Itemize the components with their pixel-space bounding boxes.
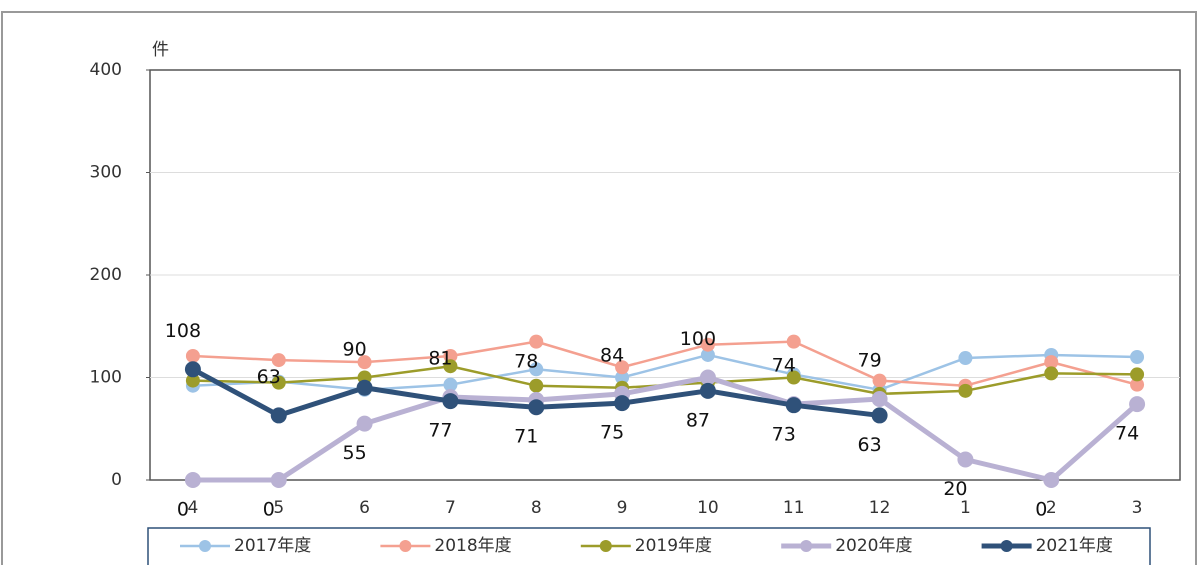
legend-marker <box>800 540 813 552</box>
data-label: 81 <box>428 347 452 369</box>
series-point <box>1130 350 1145 364</box>
y-tick-label: 100 <box>90 368 122 388</box>
series-point <box>699 382 716 399</box>
legend-marker <box>1000 540 1013 552</box>
series-point <box>1129 396 1146 413</box>
data-label: 0 <box>1035 499 1047 521</box>
x-tick-label: 8 <box>531 498 542 518</box>
y-tick-label: 400 <box>90 60 122 80</box>
x-tick-label: 9 <box>617 498 628 518</box>
series-point <box>871 391 888 408</box>
series-line <box>192 340 1138 387</box>
data-label: 63 <box>857 434 881 456</box>
series-point <box>442 393 459 410</box>
y-tick-label: 300 <box>90 163 122 183</box>
data-label: 74 <box>772 355 796 377</box>
series-point <box>529 378 544 393</box>
x-tick-label: 4 <box>188 498 199 518</box>
series-point <box>615 360 630 375</box>
legend-label: 2019年度 <box>635 536 712 556</box>
x-tick-label: 3 <box>1132 498 1143 518</box>
series-point <box>270 407 287 424</box>
x-tick-label: 6 <box>359 498 370 518</box>
x-tick-label: 7 <box>445 498 456 518</box>
series-point <box>443 359 458 374</box>
y-tick-label: 0 <box>111 470 122 490</box>
data-label: 79 <box>857 350 881 372</box>
data-label: 71 <box>514 426 538 448</box>
series-point <box>785 397 802 414</box>
series-point <box>443 377 458 392</box>
data-label: 77 <box>428 420 452 442</box>
legend-marker <box>399 540 412 552</box>
series-point <box>1043 472 1060 488</box>
series-point <box>614 395 631 412</box>
data-label: 84 <box>600 344 624 366</box>
series-point <box>700 337 715 352</box>
data-label: 20 <box>943 478 967 500</box>
series-point <box>529 334 544 349</box>
series-point <box>356 379 373 396</box>
series-point <box>184 472 201 488</box>
series-point <box>528 399 545 416</box>
legend-marker <box>599 540 612 552</box>
series-point <box>356 415 373 432</box>
x-tick-label: 1 <box>960 498 971 518</box>
chart-frame <box>1 11 1197 565</box>
series-point <box>871 407 888 424</box>
series-point <box>1130 367 1145 382</box>
data-label: 108 <box>165 320 201 342</box>
series-point <box>1044 366 1059 381</box>
series-point <box>185 373 200 388</box>
series-point <box>786 370 801 385</box>
series-point <box>357 355 372 370</box>
legend-label: 2018年度 <box>434 536 511 556</box>
series-line <box>192 353 1138 392</box>
legend-label: 2021年度 <box>1036 536 1113 556</box>
series-point <box>700 347 715 362</box>
series-point <box>529 362 544 377</box>
series-point <box>615 370 630 385</box>
data-label: 78 <box>514 351 538 373</box>
data-label: 74 <box>1115 423 1139 445</box>
series-point <box>271 375 286 390</box>
data-label: 75 <box>600 422 624 444</box>
series-point <box>1044 355 1059 370</box>
data-label: 0 <box>263 499 275 521</box>
y-axis-label: 件 <box>152 40 169 60</box>
series-point <box>958 351 973 366</box>
data-label: 100 <box>680 328 716 350</box>
data-label: 73 <box>772 424 796 446</box>
series-point <box>184 361 201 378</box>
data-label: 90 <box>342 338 366 360</box>
x-tick-label: 5 <box>273 498 284 518</box>
x-tick-label: 10 <box>697 498 719 518</box>
series-point <box>185 348 200 363</box>
series-point <box>699 369 716 386</box>
x-tick-label: 11 <box>783 498 805 518</box>
series-point <box>271 353 286 368</box>
data-label: 87 <box>686 409 710 431</box>
series-point <box>443 348 458 363</box>
legend-label: 2017年度 <box>234 536 311 556</box>
series-point <box>957 451 974 468</box>
series-point <box>1130 377 1145 392</box>
data-label: 55 <box>342 442 366 464</box>
series-line <box>192 375 1139 483</box>
series-point <box>270 472 287 488</box>
x-tick-label: 2 <box>1046 498 1057 518</box>
series-point <box>958 383 973 398</box>
series-point <box>872 373 887 388</box>
data-label: 0 <box>177 499 189 521</box>
x-tick-label: 12 <box>869 498 891 518</box>
y-tick-label: 200 <box>90 265 122 285</box>
data-label: 63 <box>257 366 281 388</box>
legend-marker <box>199 540 211 552</box>
series-point <box>786 334 801 349</box>
legend-label: 2020年度 <box>835 536 912 556</box>
